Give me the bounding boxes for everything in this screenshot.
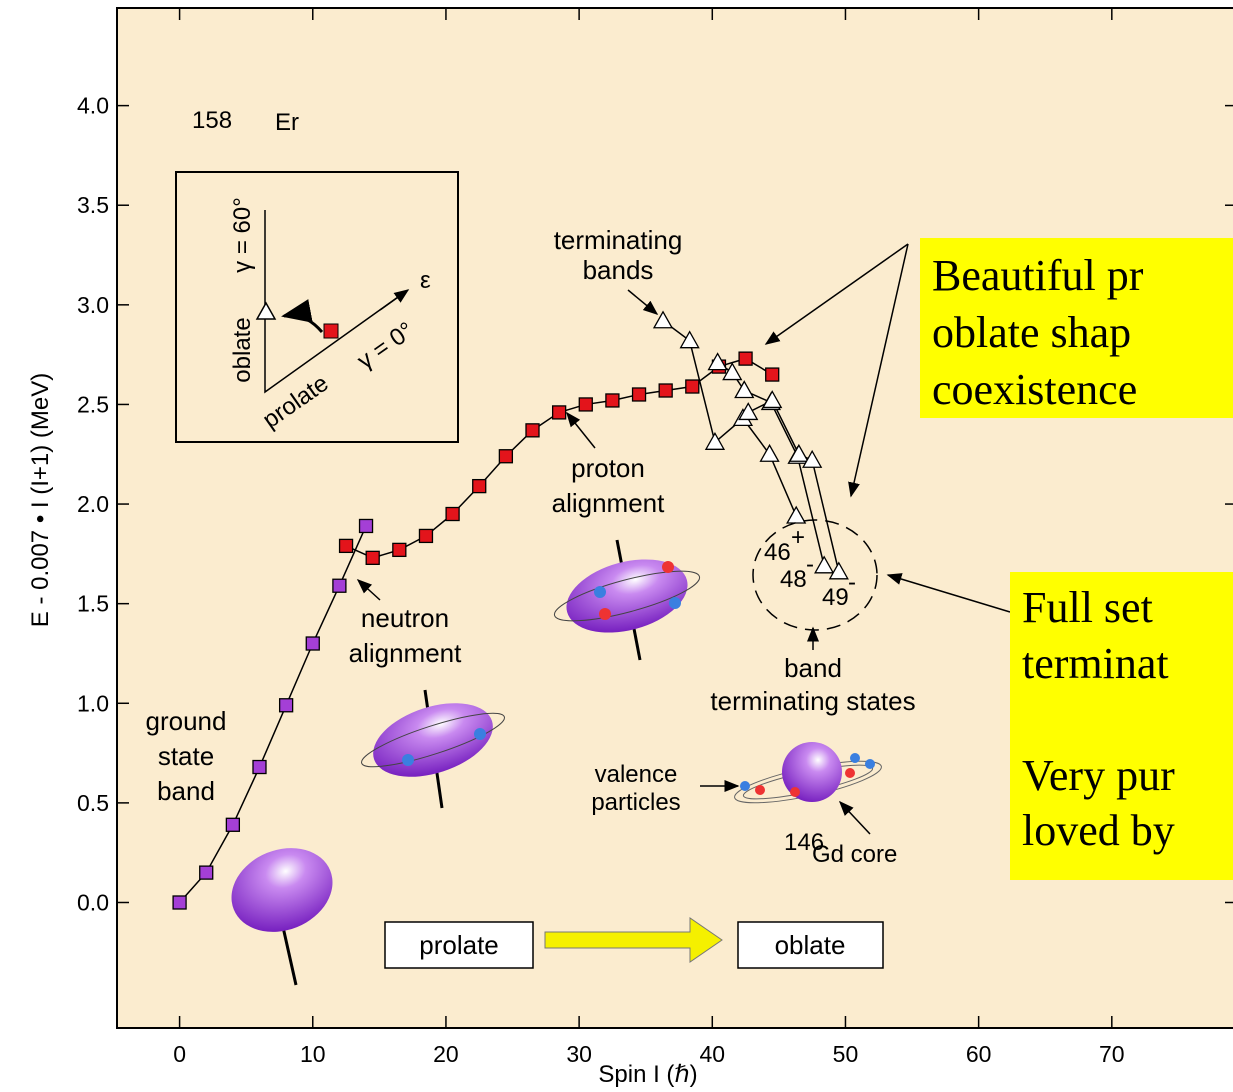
data-point <box>306 637 319 650</box>
annotation: ground <box>146 706 227 736</box>
annotation: valence <box>595 761 678 788</box>
annotation: proton <box>571 453 645 483</box>
y-tick-label: 3.5 <box>77 192 109 218</box>
data-point <box>659 384 672 397</box>
x-tick-label: 70 <box>1099 1041 1125 1067</box>
annotation: neutron <box>361 603 449 633</box>
annotation: bands <box>583 255 654 285</box>
data-point <box>579 398 592 411</box>
callout-text: loved by <box>1022 806 1175 855</box>
y-tick-label: 0.0 <box>77 889 109 915</box>
x-tick-label: 30 <box>566 1041 592 1067</box>
annotation: Gd core <box>812 841 897 868</box>
annotation: particles <box>591 789 680 816</box>
y-tick-label: 1.5 <box>77 591 109 617</box>
y-tick-label: 4.0 <box>77 93 109 119</box>
y-tick-label: 3.0 <box>77 292 109 318</box>
data-point <box>499 450 512 463</box>
callout-text: Very pur <box>1022 751 1175 800</box>
x-tick-label: 50 <box>833 1041 859 1067</box>
state-label: 46 <box>764 539 791 566</box>
data-point <box>473 480 486 493</box>
annotation: terminating <box>554 225 683 255</box>
state-label: 49 <box>822 584 849 611</box>
data-point <box>606 394 619 407</box>
callout-text: oblate shap <box>932 308 1131 357</box>
state-label: 48 <box>780 566 807 593</box>
y-tick-label: 0.5 <box>77 790 109 816</box>
y-tick-label: 1.0 <box>77 690 109 716</box>
annotation: terminating states <box>710 686 915 716</box>
x-axis-label: Spin I (ℏ) <box>598 1061 697 1088</box>
callout-text: coexistence <box>932 365 1137 414</box>
x-tick-label: 0 <box>173 1041 186 1067</box>
y-tick-label: 2.5 <box>77 391 109 417</box>
annotation: prolate <box>419 930 499 960</box>
data-point <box>173 896 186 909</box>
x-tick-label: 10 <box>300 1041 326 1067</box>
annotation: oblate <box>775 930 846 960</box>
x-tick-label: 20 <box>433 1041 459 1067</box>
annotation: state <box>158 741 214 771</box>
data-point <box>419 529 432 542</box>
inset-label: oblate <box>229 317 256 382</box>
data-point <box>686 380 699 393</box>
annotation: alignment <box>349 638 463 668</box>
data-point <box>200 866 213 879</box>
data-point <box>526 424 539 437</box>
chart: 0 10 20 30 40 50 60 70 0.0 0.5 1.0 1.5 2.0 2.5 3.0 3.5 4… <box>0 0 1233 1092</box>
isotope-mass: 158 <box>192 107 232 134</box>
data-point <box>766 368 779 381</box>
data-point <box>446 508 459 521</box>
x-tick-label: 40 <box>699 1041 725 1067</box>
inset: oblate γ = 60° prolate γ = 0° ε <box>176 172 458 442</box>
data-point <box>340 539 353 552</box>
inset-label: ε <box>420 267 431 294</box>
annotation: band <box>784 653 842 683</box>
data-point <box>253 761 266 774</box>
data-point <box>360 519 373 532</box>
annotation: band <box>157 776 215 806</box>
isotope-symbol: Er <box>275 109 299 136</box>
y-tick-label: 2.0 <box>77 491 109 517</box>
data-point <box>366 551 379 564</box>
state-label: - <box>848 569 856 596</box>
data-point <box>280 699 293 712</box>
data-point <box>333 579 346 592</box>
data-point <box>226 818 239 831</box>
inset-label: γ = 60° <box>229 197 256 273</box>
callout-text: Beautiful pr <box>932 251 1144 300</box>
annotation: alignment <box>552 488 666 518</box>
callout-text: terminat <box>1022 639 1169 688</box>
state-label: - <box>806 551 814 578</box>
y-axis-label: E - 0.007 • I (I+1) (MeV) <box>27 373 54 627</box>
data-point <box>393 543 406 556</box>
data-point <box>633 388 646 401</box>
x-tick-label: 60 <box>966 1041 992 1067</box>
data-point <box>553 406 566 419</box>
data-point <box>739 352 752 365</box>
state-label: + <box>791 524 805 551</box>
callout-text: Full set <box>1022 583 1153 632</box>
